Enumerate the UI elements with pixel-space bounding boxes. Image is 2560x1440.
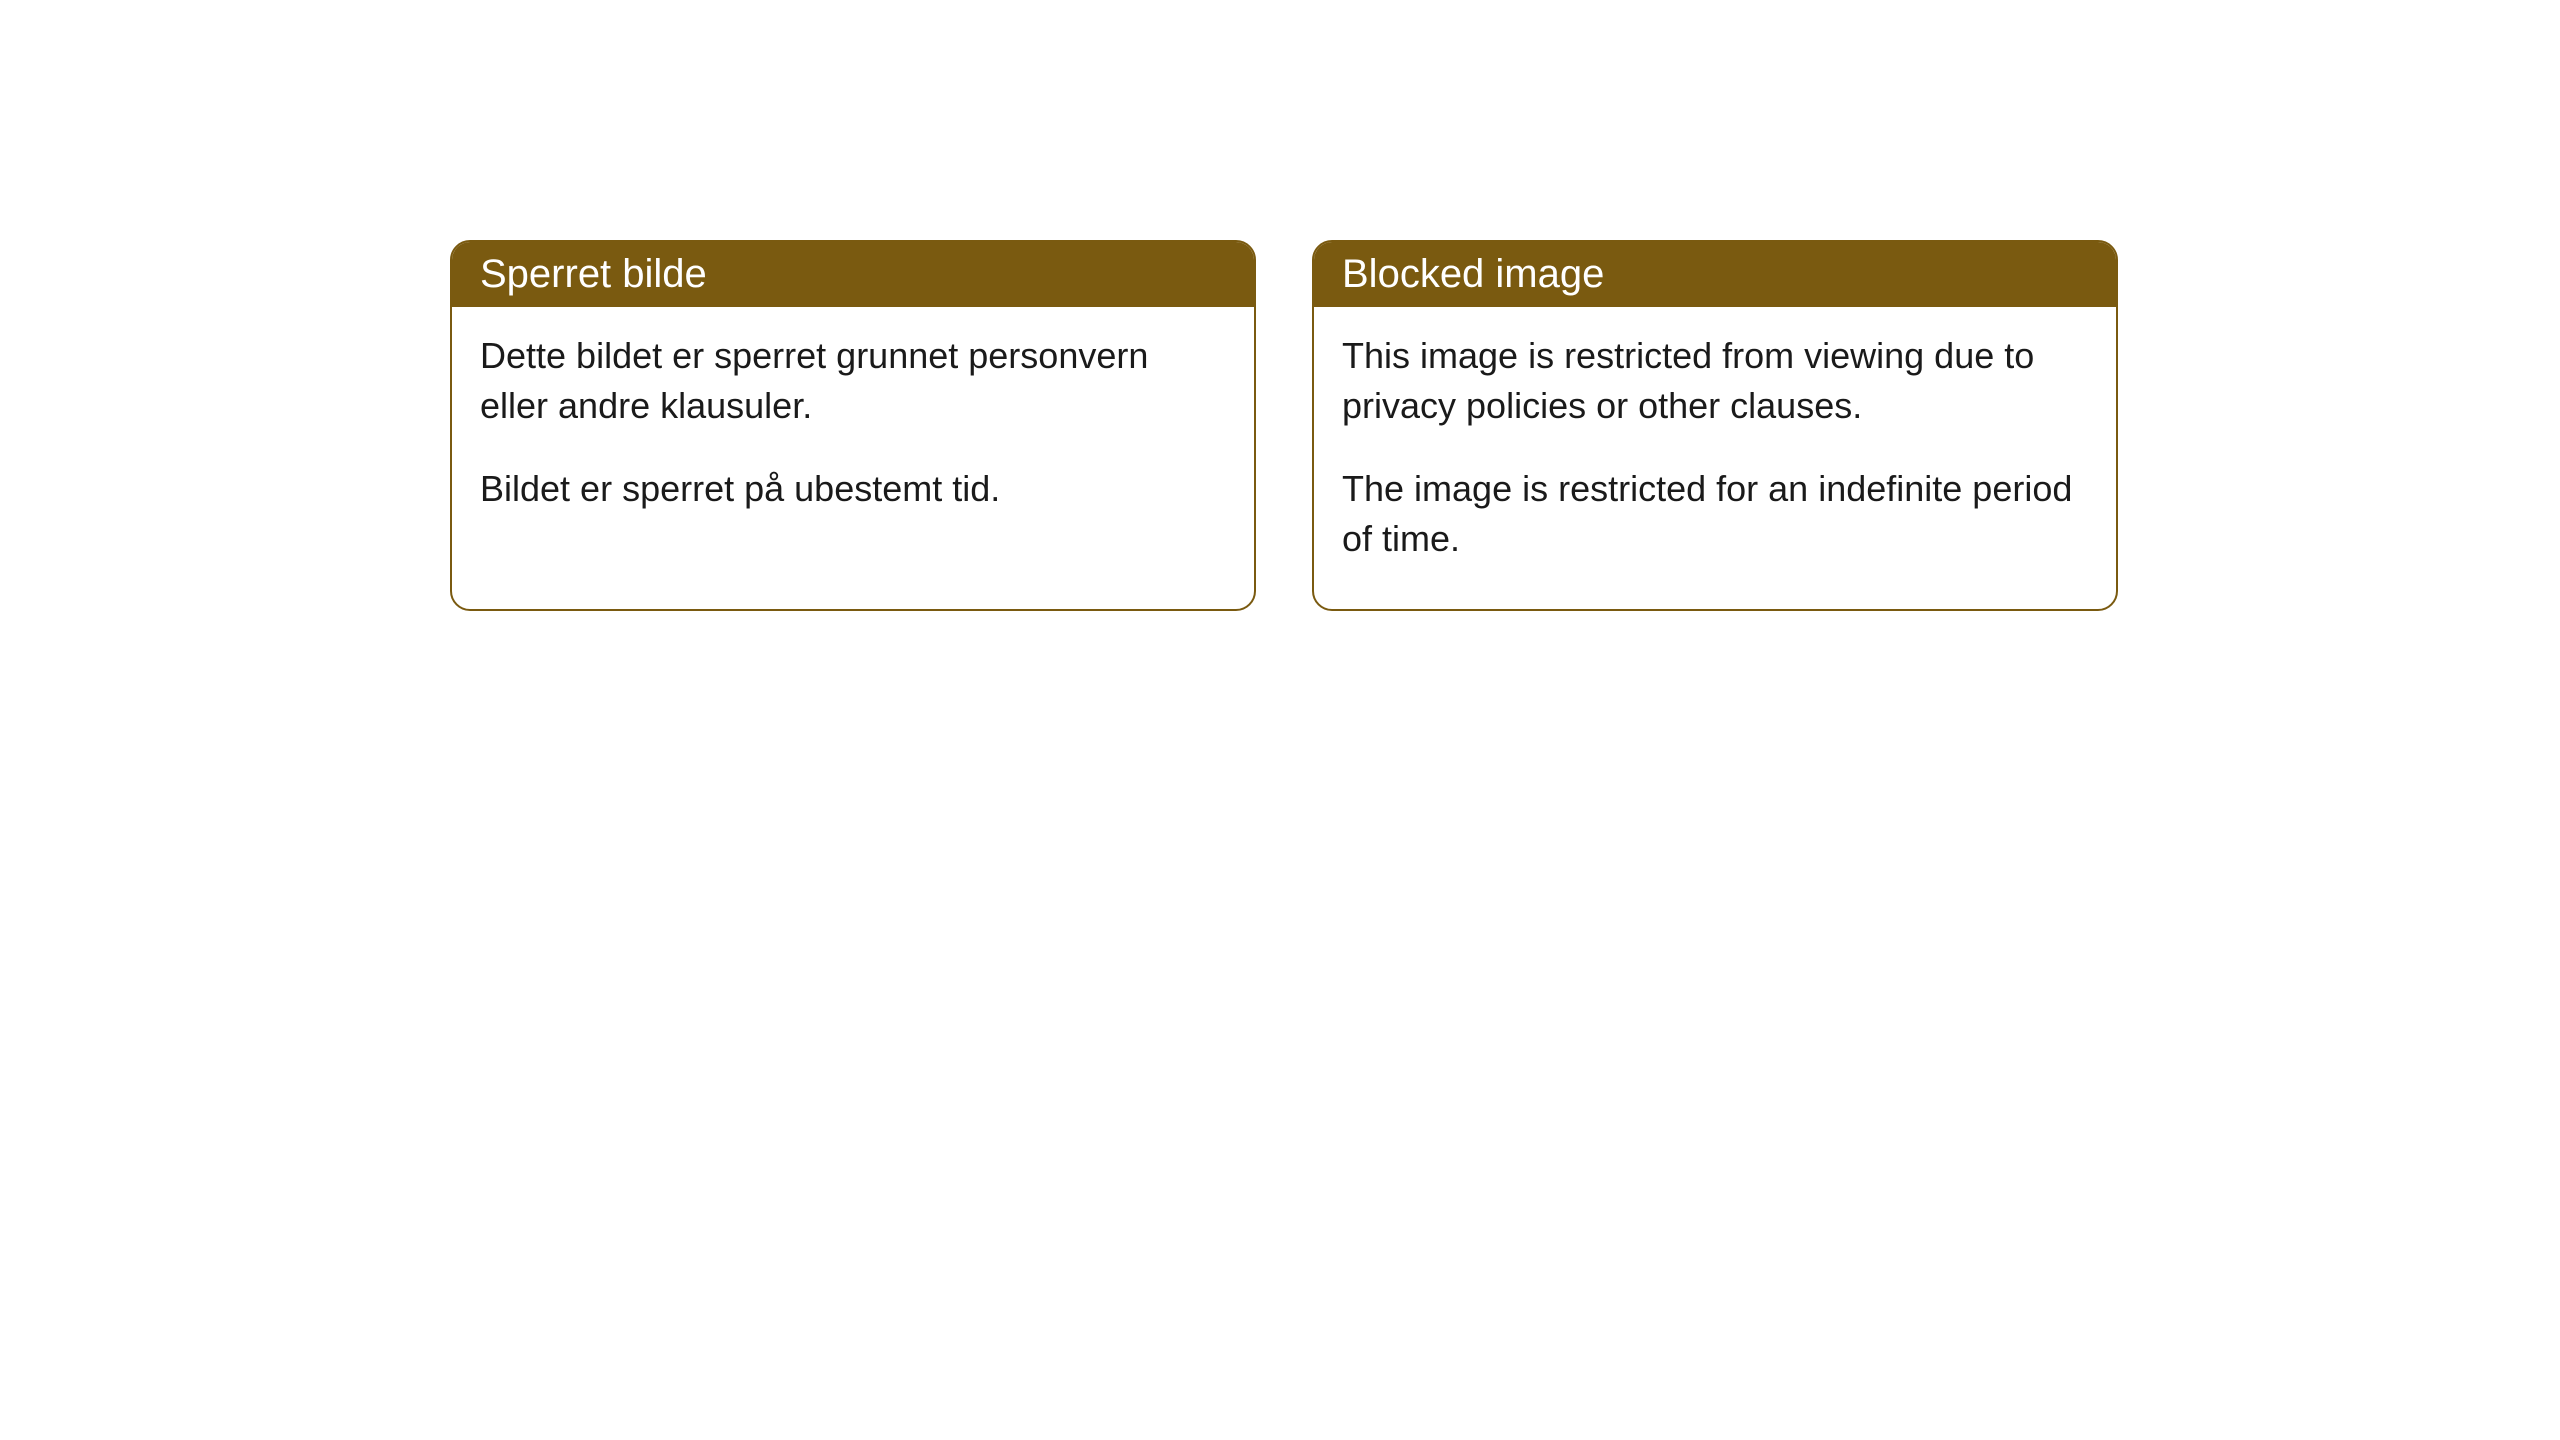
card-paragraph-no-2: Bildet er sperret på ubestemt tid. <box>480 464 1226 514</box>
card-paragraph-no-1: Dette bildet er sperret grunnet personve… <box>480 331 1226 432</box>
card-header-en: Blocked image <box>1314 242 2116 307</box>
card-body-en: This image is restricted from viewing du… <box>1314 307 2116 609</box>
card-paragraph-en-2: The image is restricted for an indefinit… <box>1342 464 2088 565</box>
card-paragraph-en-1: This image is restricted from viewing du… <box>1342 331 2088 432</box>
card-header-no: Sperret bilde <box>452 242 1254 307</box>
cards-container: Sperret bilde Dette bildet er sperret gr… <box>0 0 2560 611</box>
card-body-no: Dette bildet er sperret grunnet personve… <box>452 307 1254 558</box>
blocked-image-card-no: Sperret bilde Dette bildet er sperret gr… <box>450 240 1256 611</box>
card-title-en: Blocked image <box>1342 252 1604 296</box>
card-title-no: Sperret bilde <box>480 252 707 296</box>
blocked-image-card-en: Blocked image This image is restricted f… <box>1312 240 2118 611</box>
